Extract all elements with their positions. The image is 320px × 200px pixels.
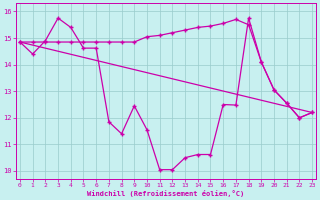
X-axis label: Windchill (Refroidissement éolien,°C): Windchill (Refroidissement éolien,°C) — [87, 190, 245, 197]
